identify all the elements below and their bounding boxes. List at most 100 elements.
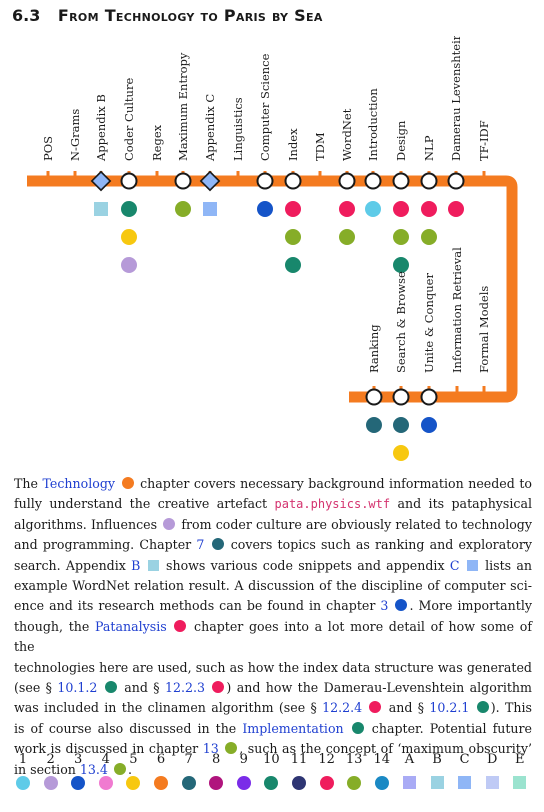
station-label: Formal Models bbox=[477, 286, 491, 373]
station-label: Design bbox=[394, 120, 408, 161]
legend-item-7: 7 bbox=[176, 752, 202, 790]
link-chapter-13[interactable]: 13 bbox=[202, 741, 219, 757]
text-line: ence and its research methods can be fou… bbox=[14, 598, 532, 614]
link-section-13-4[interactable]: 13.4 bbox=[79, 761, 108, 777]
legend-dot bbox=[347, 776, 362, 790]
legend-label: B bbox=[432, 752, 442, 767]
text-line: (see § 10.1.2 and § 12.2.3 ) and how the… bbox=[14, 680, 532, 696]
legend-dot-10 bbox=[104, 681, 117, 694]
text-line: work is discussed in chapter 13 , such a… bbox=[14, 741, 532, 757]
link-appendix-c[interactable]: C bbox=[449, 557, 460, 573]
legend-dot-13 bbox=[225, 742, 238, 755]
station-damerau-levenshtein: Damerau Levenshtein bbox=[447, 36, 465, 217]
link-section-12-2-4[interactable]: 12.2.4 bbox=[322, 700, 363, 716]
station-coder-culture: Coder Culture bbox=[120, 78, 138, 273]
legend-label: E bbox=[515, 752, 525, 767]
text-line: example WordNet relation result. A discu… bbox=[14, 578, 532, 594]
station-appendix-c: Appendix C bbox=[199, 94, 221, 216]
influence-square bbox=[94, 202, 108, 216]
station-introduction: Introduction bbox=[364, 88, 382, 217]
link-implementation[interactable]: Implementation bbox=[242, 720, 344, 736]
metro-line bbox=[27, 175, 518, 403]
influence-dot bbox=[366, 417, 382, 433]
legend-item-11: 11 bbox=[286, 752, 312, 790]
legend-item-c: C bbox=[452, 752, 478, 789]
legend-dot bbox=[319, 776, 334, 790]
station-circle-marker bbox=[284, 172, 302, 190]
link-section-10-1-2[interactable]: 10.1.2 bbox=[57, 680, 98, 696]
influence-dot bbox=[448, 201, 464, 217]
text-line: is of course also discussed in the Imple… bbox=[14, 720, 532, 736]
legend-dot bbox=[264, 776, 279, 790]
station-maximum-entropy: Maximum Entropy bbox=[174, 52, 192, 217]
station-label: TF-IDF bbox=[477, 120, 491, 161]
legend-item-13: 13 bbox=[341, 752, 367, 790]
station-label: Ranking bbox=[367, 324, 381, 373]
station-circle-marker bbox=[420, 388, 438, 406]
station-pos: POS bbox=[41, 136, 55, 181]
station-information-retrieval: Information Retrieval bbox=[450, 247, 464, 397]
station-appendix-b: Appendix B bbox=[90, 94, 112, 216]
legend-label: 12 bbox=[318, 752, 335, 767]
legend-item-8: 8 bbox=[203, 752, 229, 790]
station-wordnet: WordNet bbox=[338, 108, 356, 245]
station-linguistics: Linguistics bbox=[231, 97, 245, 181]
legend-label: A bbox=[404, 752, 415, 767]
legend-dot-12 bbox=[174, 619, 187, 632]
legend-dot-2 bbox=[163, 517, 176, 530]
influence-dot bbox=[393, 201, 409, 217]
station-regex: Regex bbox=[150, 124, 164, 181]
station-tdm: TDM bbox=[313, 132, 327, 181]
station-label: Coder Culture bbox=[122, 78, 136, 161]
link-pata-physics-wtf[interactable]: pata.physics.wtf bbox=[274, 497, 391, 512]
body-paragraph: The Technology chapter covers necessary … bbox=[14, 474, 532, 780]
legend-dot bbox=[98, 776, 113, 790]
link-patanalysis[interactable]: Patanalysis bbox=[95, 618, 167, 634]
influence-dot bbox=[393, 445, 409, 461]
legend-dot bbox=[292, 776, 306, 790]
station-formal-models: Formal Models bbox=[477, 286, 491, 397]
station-label: Index bbox=[286, 128, 300, 161]
link-section-10-2-1[interactable]: 10.2.1 bbox=[429, 700, 470, 716]
legend-label: 6 bbox=[156, 752, 166, 767]
legend-label: 13 bbox=[345, 752, 363, 767]
legend-dot bbox=[374, 776, 389, 790]
influence-dot bbox=[339, 201, 355, 217]
station-circle-marker bbox=[256, 172, 274, 190]
link-appendix-b[interactable]: B bbox=[131, 557, 141, 573]
link-section-12-2-3[interactable]: 12.2.3 bbox=[164, 680, 206, 696]
legend-dot bbox=[236, 776, 251, 790]
legend-dot-7 bbox=[211, 538, 224, 551]
station-ranking: Ranking bbox=[365, 324, 383, 433]
legend-square bbox=[513, 776, 527, 789]
legend-dot bbox=[209, 776, 224, 790]
station-circle-marker bbox=[120, 172, 138, 190]
station-label: Appendix B bbox=[94, 94, 108, 162]
color-legend: 1 2 3 4 5 6 7 8 9 10 11 12 13 14 A B C D E bbox=[10, 752, 534, 802]
station-label: TDM bbox=[313, 132, 327, 161]
station-diamond-marker bbox=[199, 170, 221, 192]
station-unite-conquer: Unite & Conquer bbox=[420, 273, 438, 433]
legend-item-d: D bbox=[479, 752, 505, 789]
station-label: WordNet bbox=[340, 108, 354, 161]
station-label: Introduction bbox=[366, 88, 380, 161]
legend-square-b bbox=[147, 559, 159, 571]
station-circle-marker bbox=[174, 172, 192, 190]
station-circle-marker bbox=[420, 172, 438, 190]
legend-dot-13 bbox=[113, 762, 126, 775]
link-technology[interactable]: Technology bbox=[42, 476, 116, 491]
legend-dot-10 bbox=[476, 701, 489, 714]
text-line: technologies here are used, such as how … bbox=[14, 659, 532, 675]
legend-dot-10 bbox=[351, 721, 364, 734]
legend-label: 3 bbox=[74, 752, 83, 767]
legend-item-4: 4 bbox=[93, 752, 119, 790]
station-computer-science: Computer Science bbox=[256, 53, 274, 217]
legend-square bbox=[485, 776, 499, 789]
section-number: 6.3 bbox=[12, 6, 41, 25]
legend-dot-3 bbox=[395, 599, 408, 612]
influence-dot bbox=[365, 201, 381, 217]
legend-label: 7 bbox=[184, 752, 193, 767]
link-chapter-3[interactable]: 3 bbox=[380, 598, 389, 614]
influence-dot bbox=[285, 229, 301, 245]
link-chapter-7[interactable]: 7 bbox=[196, 537, 205, 553]
